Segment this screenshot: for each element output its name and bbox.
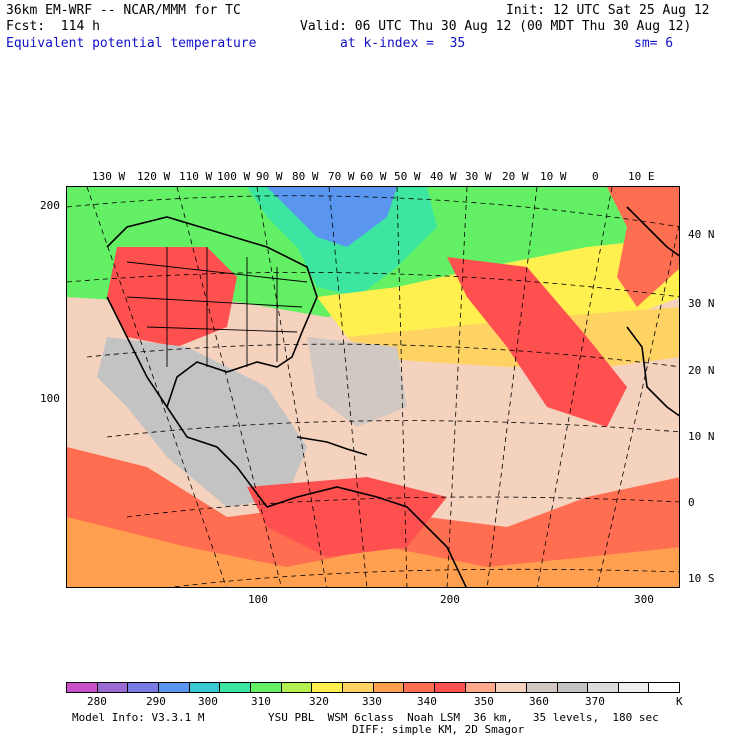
graticule-lat [106,420,679,438]
map-canvas [67,187,679,587]
grid-x-label: 300 [634,593,654,606]
field-band-red-europe [607,187,679,307]
colorbar-label: 310 [251,695,271,708]
lon-label: 50 W [394,170,421,183]
colorbar-segment [404,683,435,692]
grid-y-label: 200 [40,199,60,212]
init-time: Init: 12 UTC Sat 25 Aug 12 [506,3,710,18]
lat-label: 40 N [688,228,715,241]
lon-label: 30 W [465,170,492,183]
colorbar-segment [496,683,527,692]
colorbar-label: 350 [474,695,494,708]
coastline-caribbean [296,436,368,456]
colorbar-segment [588,683,619,692]
graticule-lon [176,187,282,587]
graticule-lon [446,187,468,587]
graticule-lon [597,224,679,587]
field-band-red-atlantic [447,257,627,427]
lon-label: 120 W [137,170,171,183]
lon-label: 130 W [92,170,126,183]
colorbar-label: 370 [585,695,605,708]
colorbar-segment [465,683,497,692]
lat-label: 10 N [688,430,715,443]
forecast-hour: Fcst: 114 h [6,19,100,34]
lat-label: 30 N [688,297,715,310]
colorbar-label: 290 [146,695,166,708]
field-band-gray-caribbean [307,337,407,427]
colorbar-segment [67,683,98,692]
lon-label: 10 W [540,170,567,183]
level-label: at k-index = 35 [340,36,466,51]
lon-label: 110 W [179,170,213,183]
colorbar-segment [281,683,313,692]
grid-y-label: 100 [40,392,60,405]
coastline-africa [626,326,679,417]
colorbar-label: 300 [198,695,218,708]
colorbar-segment [649,683,680,692]
colorbar-segment [158,683,190,692]
colorbar-segment [526,683,558,692]
physics-info: YSU PBL WSM 6class Noah LSM 36 km, 35 le… [268,711,659,724]
lat-label: 20 N [688,364,715,377]
lat-label: 0 [688,496,695,509]
colorbar-label: 320 [309,695,329,708]
graticule-lon [328,187,368,587]
coastline-pacific-mexico [106,296,168,408]
colorbar-segment [220,683,251,692]
colorbar-label: 360 [529,695,549,708]
diffusion-info: DIFF: simple KM, 2D Smagor [352,723,525,736]
coastline-south-america [266,486,467,587]
political-borders [126,247,308,367]
colorbar-segment [128,683,159,692]
graticule-lat [67,272,679,298]
border [126,296,303,308]
border [146,326,298,333]
valid-time: Valid: 06 UTC Thu 30 Aug 12 (00 MDT Thu … [300,19,692,34]
colorbar-segment [97,683,129,692]
lon-label: 80 W [292,170,319,183]
colorbar-segment [189,683,221,692]
lon-label: 70 W [328,170,355,183]
grid-x-label: 100 [248,593,268,606]
graticule-lon [486,187,538,587]
colorbar-segment [250,683,282,692]
lon-label: 0 [592,170,599,183]
lon-label: 40 W [430,170,457,183]
colorbar-segment [373,683,405,692]
smoothing-label: sm= 6 [634,36,674,51]
colorbar-label: 340 [417,695,437,708]
graticule-lat [126,496,679,518]
coastlines [106,206,679,587]
colorbar-segment [434,683,466,692]
lon-label: 100 W [217,170,251,183]
colorbar-label: 280 [87,695,107,708]
theta-e-map [66,186,680,588]
lon-label: 20 W [502,170,529,183]
graticule-lat [86,343,679,368]
colorbar-unit: K [676,695,683,708]
lon-label: 10 E [628,170,655,183]
model-title: 36km EM-WRF -- NCAR/MMM for TC [6,3,241,18]
grid-x-label: 200 [440,593,460,606]
field-name: Equivalent potential temperature [6,36,257,51]
colorbar-segment [342,683,374,692]
lon-label: 60 W [360,170,387,183]
lat-label: 10 S [688,572,715,585]
colorbar [66,682,680,693]
coastline-europe [626,206,679,257]
model-info: Model Info: V3.3.1 M [72,711,205,724]
colorbar-segment [618,683,650,692]
colorbar-segment [312,683,343,692]
graticule-lon [86,187,227,587]
colorbar-label: 330 [362,695,382,708]
field-band-red-us [107,247,237,347]
coastline-north-america [106,216,318,508]
graticule [67,187,679,587]
graticule-lat [169,568,679,587]
graticule-lon [396,187,408,587]
colorbar-segment [557,683,589,692]
lon-label: 90 W [256,170,283,183]
graticule-lat [67,195,679,228]
